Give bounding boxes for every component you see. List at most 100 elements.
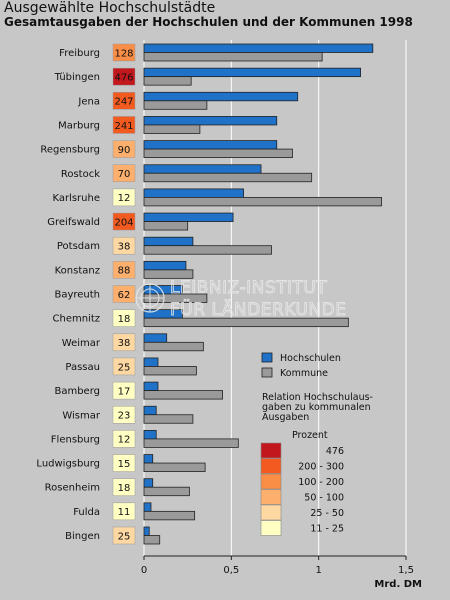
x-axis: 0 0,5 1 1,5 Mrd. DM [141, 555, 422, 590]
relation-value: 11 [118, 507, 131, 518]
bar-kommune [143, 269, 194, 279]
legend-relation-title-line: gaben zu kommunalen [262, 402, 371, 413]
relation-value: 241 [114, 121, 133, 132]
bar-hochschulen [143, 260, 187, 271]
legend-class-label: 50 - 100 [304, 493, 344, 504]
legend-class-label: 200 - 300 [298, 462, 344, 473]
bar-hochschulen [143, 454, 154, 464]
bar-hochschulen [143, 43, 374, 53]
bar-hochschulen [143, 429, 157, 440]
x-tick-label: 1,5 [398, 565, 414, 576]
relation-box [112, 430, 136, 448]
bar-kommune [143, 510, 196, 521]
bar-hochschulen [143, 164, 262, 174]
relation-box [112, 381, 136, 400]
relation-box [112, 188, 136, 207]
watermark-line-1: LEIBNIZ-INSTITUT [170, 278, 327, 298]
category-label: Weimar [62, 338, 101, 349]
relation-value: 90 [118, 145, 131, 156]
relation-box [112, 285, 136, 303]
relation-value: 204 [114, 217, 133, 228]
relation-box [112, 92, 136, 110]
relation-box [112, 212, 136, 231]
relation-value: 25 [118, 531, 131, 542]
bar-hochschulen [143, 333, 168, 343]
legend-swatch-kommune [261, 367, 273, 378]
relation-box [112, 478, 136, 496]
x-tick-label: 0 [141, 565, 147, 576]
bar-hochschulen [143, 116, 278, 126]
bar-hochschulen [143, 236, 194, 247]
legend-relation-unit: Prozent [292, 430, 328, 441]
bar-kommune [143, 390, 223, 400]
category-label: Freiburg [59, 48, 100, 59]
legend-class-label: 100 - 200 [298, 477, 344, 488]
relation-value: 12 [118, 193, 131, 204]
relation-box [112, 261, 136, 279]
legend-class-swatch [260, 458, 282, 474]
bar-kommune [143, 124, 201, 134]
relation-value: 476 [114, 72, 133, 83]
chart-title: Ausgewählte Hochschulstädte [4, 0, 216, 16]
legend: Hochschulen Kommune Relation Hochschulaus-… [260, 352, 373, 536]
legend-class-label: 11 - 25 [310, 524, 344, 535]
category-label: Marburg [58, 120, 100, 131]
category-label: Fulda [73, 507, 100, 518]
bar-kommune [143, 486, 190, 497]
category-label: Rosenheim [45, 483, 100, 494]
relation-box [112, 67, 136, 86]
relation-box [112, 502, 136, 521]
bar-kommune [143, 366, 197, 376]
relation-value: 18 [118, 483, 131, 494]
relation-value: 88 [118, 266, 131, 277]
category-label: Passau [65, 362, 100, 373]
bar-kommune [143, 52, 323, 62]
watermark-emblem [135, 283, 165, 313]
bar-hochschulen [143, 478, 154, 488]
bar-hochschulen [143, 188, 244, 198]
bar-kommune [143, 148, 293, 159]
category-label: Bingen [65, 531, 100, 542]
relation-box [112, 526, 136, 545]
category-label: Flensburg [51, 434, 100, 445]
relation-value: 17 [118, 386, 131, 397]
category-label: Chemnitz [53, 314, 101, 325]
bar-group [143, 43, 382, 545]
relation-box [112, 236, 136, 255]
bar-kommune [143, 535, 161, 545]
category-label: Wismar [62, 410, 101, 421]
bar-kommune [143, 317, 349, 328]
relation-value: 18 [118, 314, 131, 325]
relation-box [112, 357, 136, 376]
bar-kommune [143, 341, 204, 352]
relation-box [112, 309, 136, 327]
category-label: Potsdam [57, 241, 100, 252]
bar-kommune [143, 172, 313, 183]
category-label: Bamberg [54, 386, 100, 397]
chart-subtitle: Gesamtausgaben der Hochschulen und der K… [4, 15, 413, 29]
bar-hochschulen [143, 212, 234, 222]
legend-class-swatch [260, 473, 282, 490]
legend-class-swatch [260, 520, 282, 536]
legend-class-swatch [260, 504, 282, 521]
category-label: Greifswald [47, 217, 100, 228]
bar-kommune [143, 438, 239, 448]
bar-kommune [143, 100, 208, 110]
legend-relation-title-line: Relation Hochschulaus- [262, 392, 373, 403]
bar-hochschulen [143, 381, 159, 392]
bar-kommune [143, 462, 206, 472]
bar-hochschulen [143, 405, 157, 416]
relation-box [112, 454, 136, 472]
category-label: Rostock [61, 169, 100, 180]
relation-value: 38 [118, 242, 131, 253]
category-label: Regensburg [40, 145, 100, 156]
category-label: Jena [77, 96, 100, 107]
watermark-logo: LEIBNIZ-INSTITUT FÜR LÄNDERKUNDE [135, 278, 346, 320]
relation-value: 70 [118, 169, 131, 180]
relation-box [112, 116, 136, 134]
category-label: Tübingen [54, 72, 100, 83]
bar-kommune [143, 221, 189, 231]
bar-hochschulen [143, 526, 150, 536]
category-label: Konstanz [55, 265, 100, 276]
